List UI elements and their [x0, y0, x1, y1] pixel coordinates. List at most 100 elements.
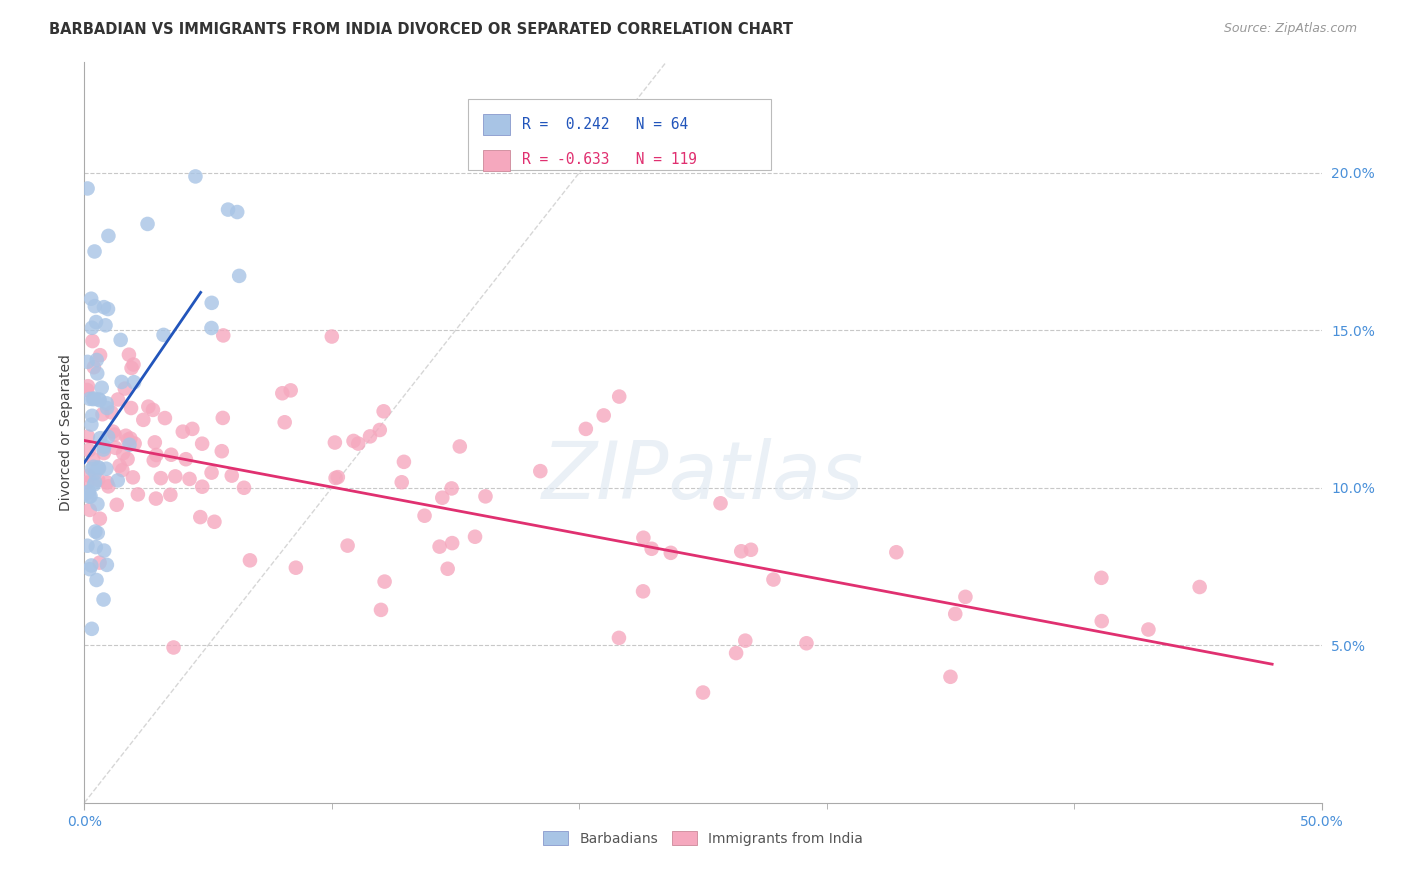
- FancyBboxPatch shape: [482, 114, 510, 136]
- Point: [76, 181, 98, 195]
- Point: [89, 348, 111, 362]
- Point: [392, 455, 415, 469]
- Point: [429, 540, 451, 554]
- Point: [111, 463, 134, 477]
- Point: [1090, 571, 1112, 585]
- Point: [373, 404, 395, 418]
- Point: [159, 488, 181, 502]
- Point: [226, 205, 249, 219]
- Point: [211, 411, 233, 425]
- Point: [464, 530, 486, 544]
- Point: [96, 401, 118, 415]
- Point: [87, 473, 110, 487]
- Point: [89, 512, 111, 526]
- Point: [179, 472, 201, 486]
- Point: [132, 413, 155, 427]
- Point: [83, 477, 105, 491]
- Point: [105, 498, 128, 512]
- Point: [221, 468, 243, 483]
- Point: [191, 436, 214, 450]
- Point: [86, 353, 108, 368]
- Point: [79, 392, 101, 406]
- Point: [441, 536, 464, 550]
- Point: [607, 390, 630, 404]
- Point: [77, 429, 100, 443]
- Point: [943, 607, 966, 621]
- Text: Source: ZipAtlas.com: Source: ZipAtlas.com: [1223, 22, 1357, 36]
- Point: [96, 475, 118, 490]
- Point: [77, 484, 100, 499]
- Point: [449, 440, 471, 454]
- Point: [174, 452, 197, 467]
- Point: [160, 448, 183, 462]
- Point: [145, 448, 167, 462]
- Point: [89, 431, 111, 445]
- Point: [101, 425, 124, 439]
- Point: [118, 348, 141, 362]
- Point: [79, 562, 101, 576]
- Point: [730, 544, 752, 558]
- Point: [82, 452, 104, 467]
- Point: [659, 546, 682, 560]
- Point: [114, 382, 136, 396]
- FancyBboxPatch shape: [482, 150, 510, 171]
- Point: [124, 436, 146, 450]
- Point: [104, 427, 127, 442]
- Point: [142, 403, 165, 417]
- Point: [127, 487, 149, 501]
- Point: [1137, 623, 1160, 637]
- Point: [84, 540, 107, 554]
- Point: [97, 479, 120, 493]
- Point: [83, 392, 105, 406]
- Point: [93, 446, 115, 460]
- Point: [201, 296, 224, 310]
- Point: [200, 466, 222, 480]
- Point: [77, 443, 100, 458]
- Point: [217, 202, 239, 217]
- Point: [1188, 580, 1211, 594]
- Point: [273, 415, 295, 429]
- Point: [93, 543, 115, 558]
- Point: [80, 558, 103, 573]
- Point: [233, 481, 256, 495]
- Point: [184, 169, 207, 184]
- Point: [347, 436, 370, 450]
- Point: [153, 411, 176, 425]
- Point: [709, 496, 731, 510]
- Point: [84, 475, 107, 490]
- Text: R =  0.242   N = 64: R = 0.242 N = 64: [523, 117, 689, 131]
- Point: [200, 321, 222, 335]
- Text: BARBADIAN VS IMMIGRANTS FROM INDIA DIVORCED OR SEPARATED CORRELATION CHART: BARBADIAN VS IMMIGRANTS FROM INDIA DIVOR…: [49, 22, 793, 37]
- Point: [84, 524, 107, 539]
- Point: [97, 430, 120, 444]
- Point: [107, 474, 129, 488]
- Point: [336, 539, 359, 553]
- Point: [80, 417, 103, 432]
- Point: [204, 515, 226, 529]
- Point: [107, 392, 129, 407]
- Point: [734, 633, 756, 648]
- FancyBboxPatch shape: [468, 99, 770, 169]
- Point: [82, 409, 104, 423]
- Point: [97, 301, 120, 316]
- Point: [640, 541, 662, 556]
- Point: [76, 355, 98, 369]
- Point: [191, 480, 214, 494]
- Point: [633, 531, 655, 545]
- Point: [323, 435, 346, 450]
- Point: [939, 670, 962, 684]
- Point: [529, 464, 551, 478]
- Point: [104, 441, 127, 455]
- Point: [886, 545, 908, 559]
- Point: [172, 425, 194, 439]
- Point: [96, 461, 118, 475]
- Legend: Barbadians, Immigrants from India: Barbadians, Immigrants from India: [537, 825, 869, 851]
- Point: [725, 646, 748, 660]
- Point: [96, 558, 118, 572]
- Point: [118, 438, 141, 452]
- Point: [89, 393, 111, 408]
- Point: [76, 485, 98, 500]
- Point: [440, 482, 463, 496]
- Point: [325, 471, 347, 485]
- Point: [94, 318, 117, 333]
